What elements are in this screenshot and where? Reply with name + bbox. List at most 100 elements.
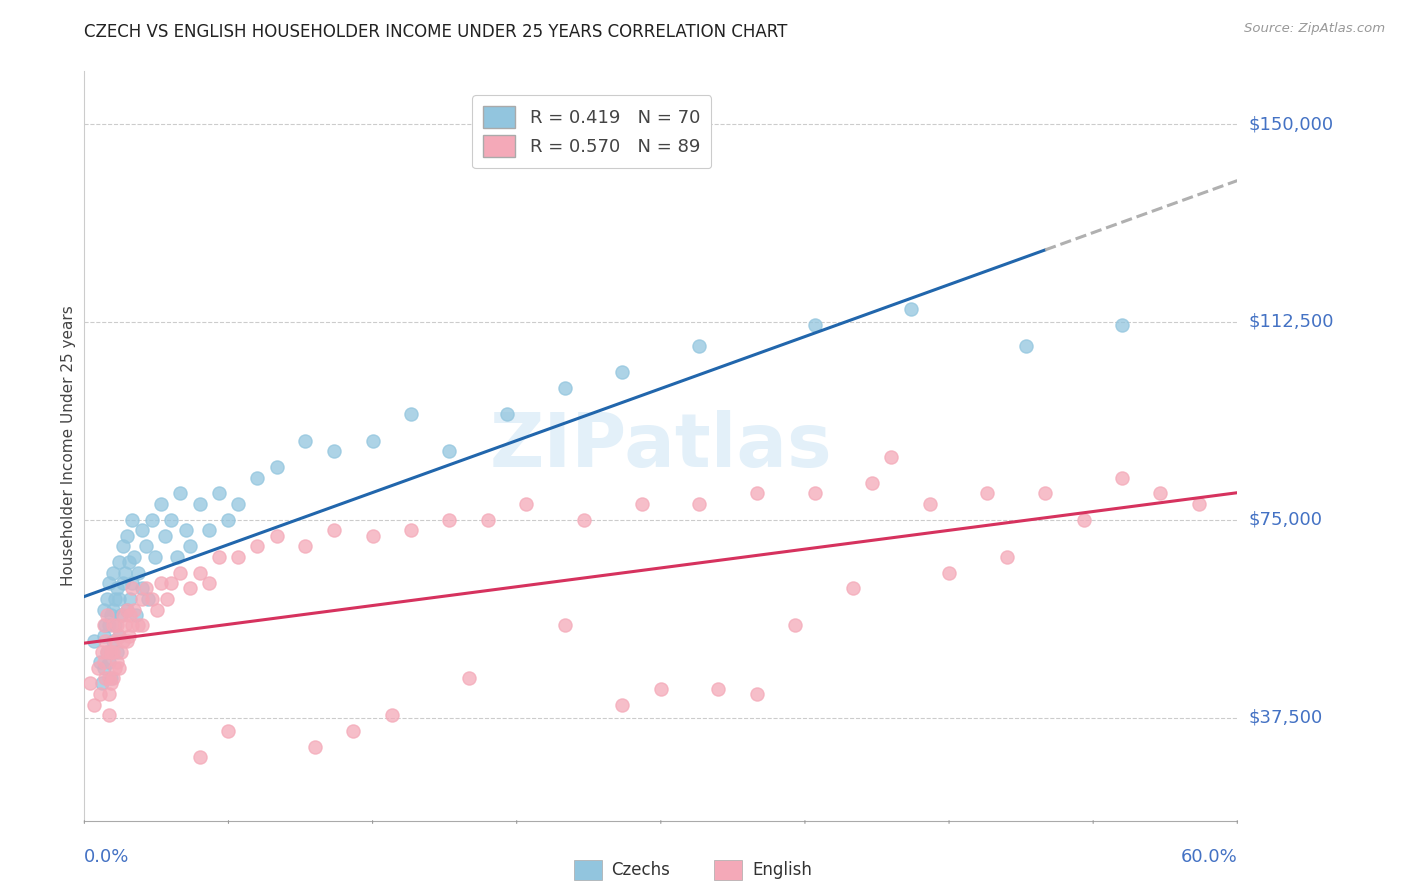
Point	[100, 676, 122, 690]
Point	[707, 681, 730, 696]
Point	[115, 529, 138, 543]
Point	[785, 618, 807, 632]
Point	[90, 645, 112, 659]
Point	[294, 539, 316, 553]
Point	[169, 486, 191, 500]
Point	[630, 497, 652, 511]
Point	[188, 750, 211, 764]
Text: 60.0%: 60.0%	[1181, 848, 1237, 866]
Point	[342, 723, 364, 738]
Point	[266, 529, 288, 543]
Point	[121, 513, 143, 527]
Text: CZECH VS ENGLISH HOUSEHOLDER INCOME UNDER 25 YEARS CORRELATION CHART: CZECH VS ENGLISH HOUSEHOLDER INCOME UNDE…	[84, 23, 787, 41]
Point	[803, 486, 825, 500]
Point	[803, 318, 825, 332]
Point	[103, 602, 124, 616]
Point	[160, 513, 183, 527]
Point	[131, 618, 153, 632]
Point	[105, 582, 128, 596]
Point	[98, 671, 121, 685]
Point	[145, 549, 167, 564]
Text: Czechs: Czechs	[612, 861, 671, 879]
Point	[93, 618, 115, 632]
Point	[111, 539, 134, 553]
Point	[323, 524, 346, 538]
Legend: R = 0.419   N = 70, R = 0.570   N = 89: R = 0.419 N = 70, R = 0.570 N = 89	[472, 95, 711, 169]
Point	[304, 739, 326, 754]
Text: Source: ZipAtlas.com: Source: ZipAtlas.com	[1244, 22, 1385, 36]
Y-axis label: Householder Income Under 25 years: Householder Income Under 25 years	[60, 306, 76, 586]
Point	[105, 656, 128, 670]
Point	[105, 618, 128, 632]
Point	[136, 592, 159, 607]
Point	[146, 602, 169, 616]
Point	[399, 524, 422, 538]
Point	[323, 444, 346, 458]
Point	[439, 444, 461, 458]
Point	[688, 339, 710, 353]
Point	[93, 660, 115, 674]
Point	[110, 607, 132, 622]
Point	[127, 618, 149, 632]
Point	[361, 529, 384, 543]
Point	[98, 687, 121, 701]
Point	[135, 582, 157, 596]
Point	[188, 566, 211, 580]
Point	[121, 576, 143, 591]
Point	[104, 618, 127, 632]
Point	[266, 460, 288, 475]
Point	[554, 381, 576, 395]
Point	[103, 671, 124, 685]
Point	[111, 634, 134, 648]
Point	[515, 497, 537, 511]
Point	[94, 634, 117, 648]
Point	[218, 513, 240, 527]
Point	[83, 698, 105, 712]
Point	[150, 497, 173, 511]
Point	[108, 629, 131, 643]
Point	[98, 576, 121, 591]
Point	[125, 607, 148, 622]
Point	[120, 607, 142, 622]
Point	[554, 618, 576, 632]
Point	[79, 676, 101, 690]
Point	[103, 618, 124, 632]
Point	[111, 607, 134, 622]
Point	[188, 497, 211, 511]
Point	[880, 450, 903, 464]
Point	[110, 645, 132, 659]
Point	[127, 566, 149, 580]
Point	[100, 671, 122, 685]
Point	[246, 470, 269, 484]
Point	[218, 723, 240, 738]
Point	[198, 576, 221, 591]
Point	[90, 676, 112, 690]
Point	[93, 602, 115, 616]
Point	[381, 708, 404, 723]
Point	[226, 497, 249, 511]
Point	[98, 656, 121, 670]
Text: 0.0%: 0.0%	[84, 848, 129, 866]
Point	[111, 576, 134, 591]
Point	[1015, 339, 1038, 353]
Point	[995, 549, 1018, 564]
Point	[208, 549, 231, 564]
Point	[294, 434, 316, 448]
Point	[135, 539, 157, 553]
Point	[399, 408, 422, 422]
Point	[94, 671, 117, 685]
Point	[104, 634, 127, 648]
Point	[115, 634, 138, 648]
Text: $75,000: $75,000	[1249, 511, 1323, 529]
Point	[860, 475, 883, 490]
Point	[900, 301, 922, 316]
Point	[131, 592, 153, 607]
Point	[208, 486, 231, 500]
Point	[131, 524, 153, 538]
Point	[93, 656, 115, 670]
Point	[745, 486, 768, 500]
Point	[104, 660, 127, 674]
Point	[98, 708, 121, 723]
Point	[226, 549, 249, 564]
Point	[108, 592, 131, 607]
